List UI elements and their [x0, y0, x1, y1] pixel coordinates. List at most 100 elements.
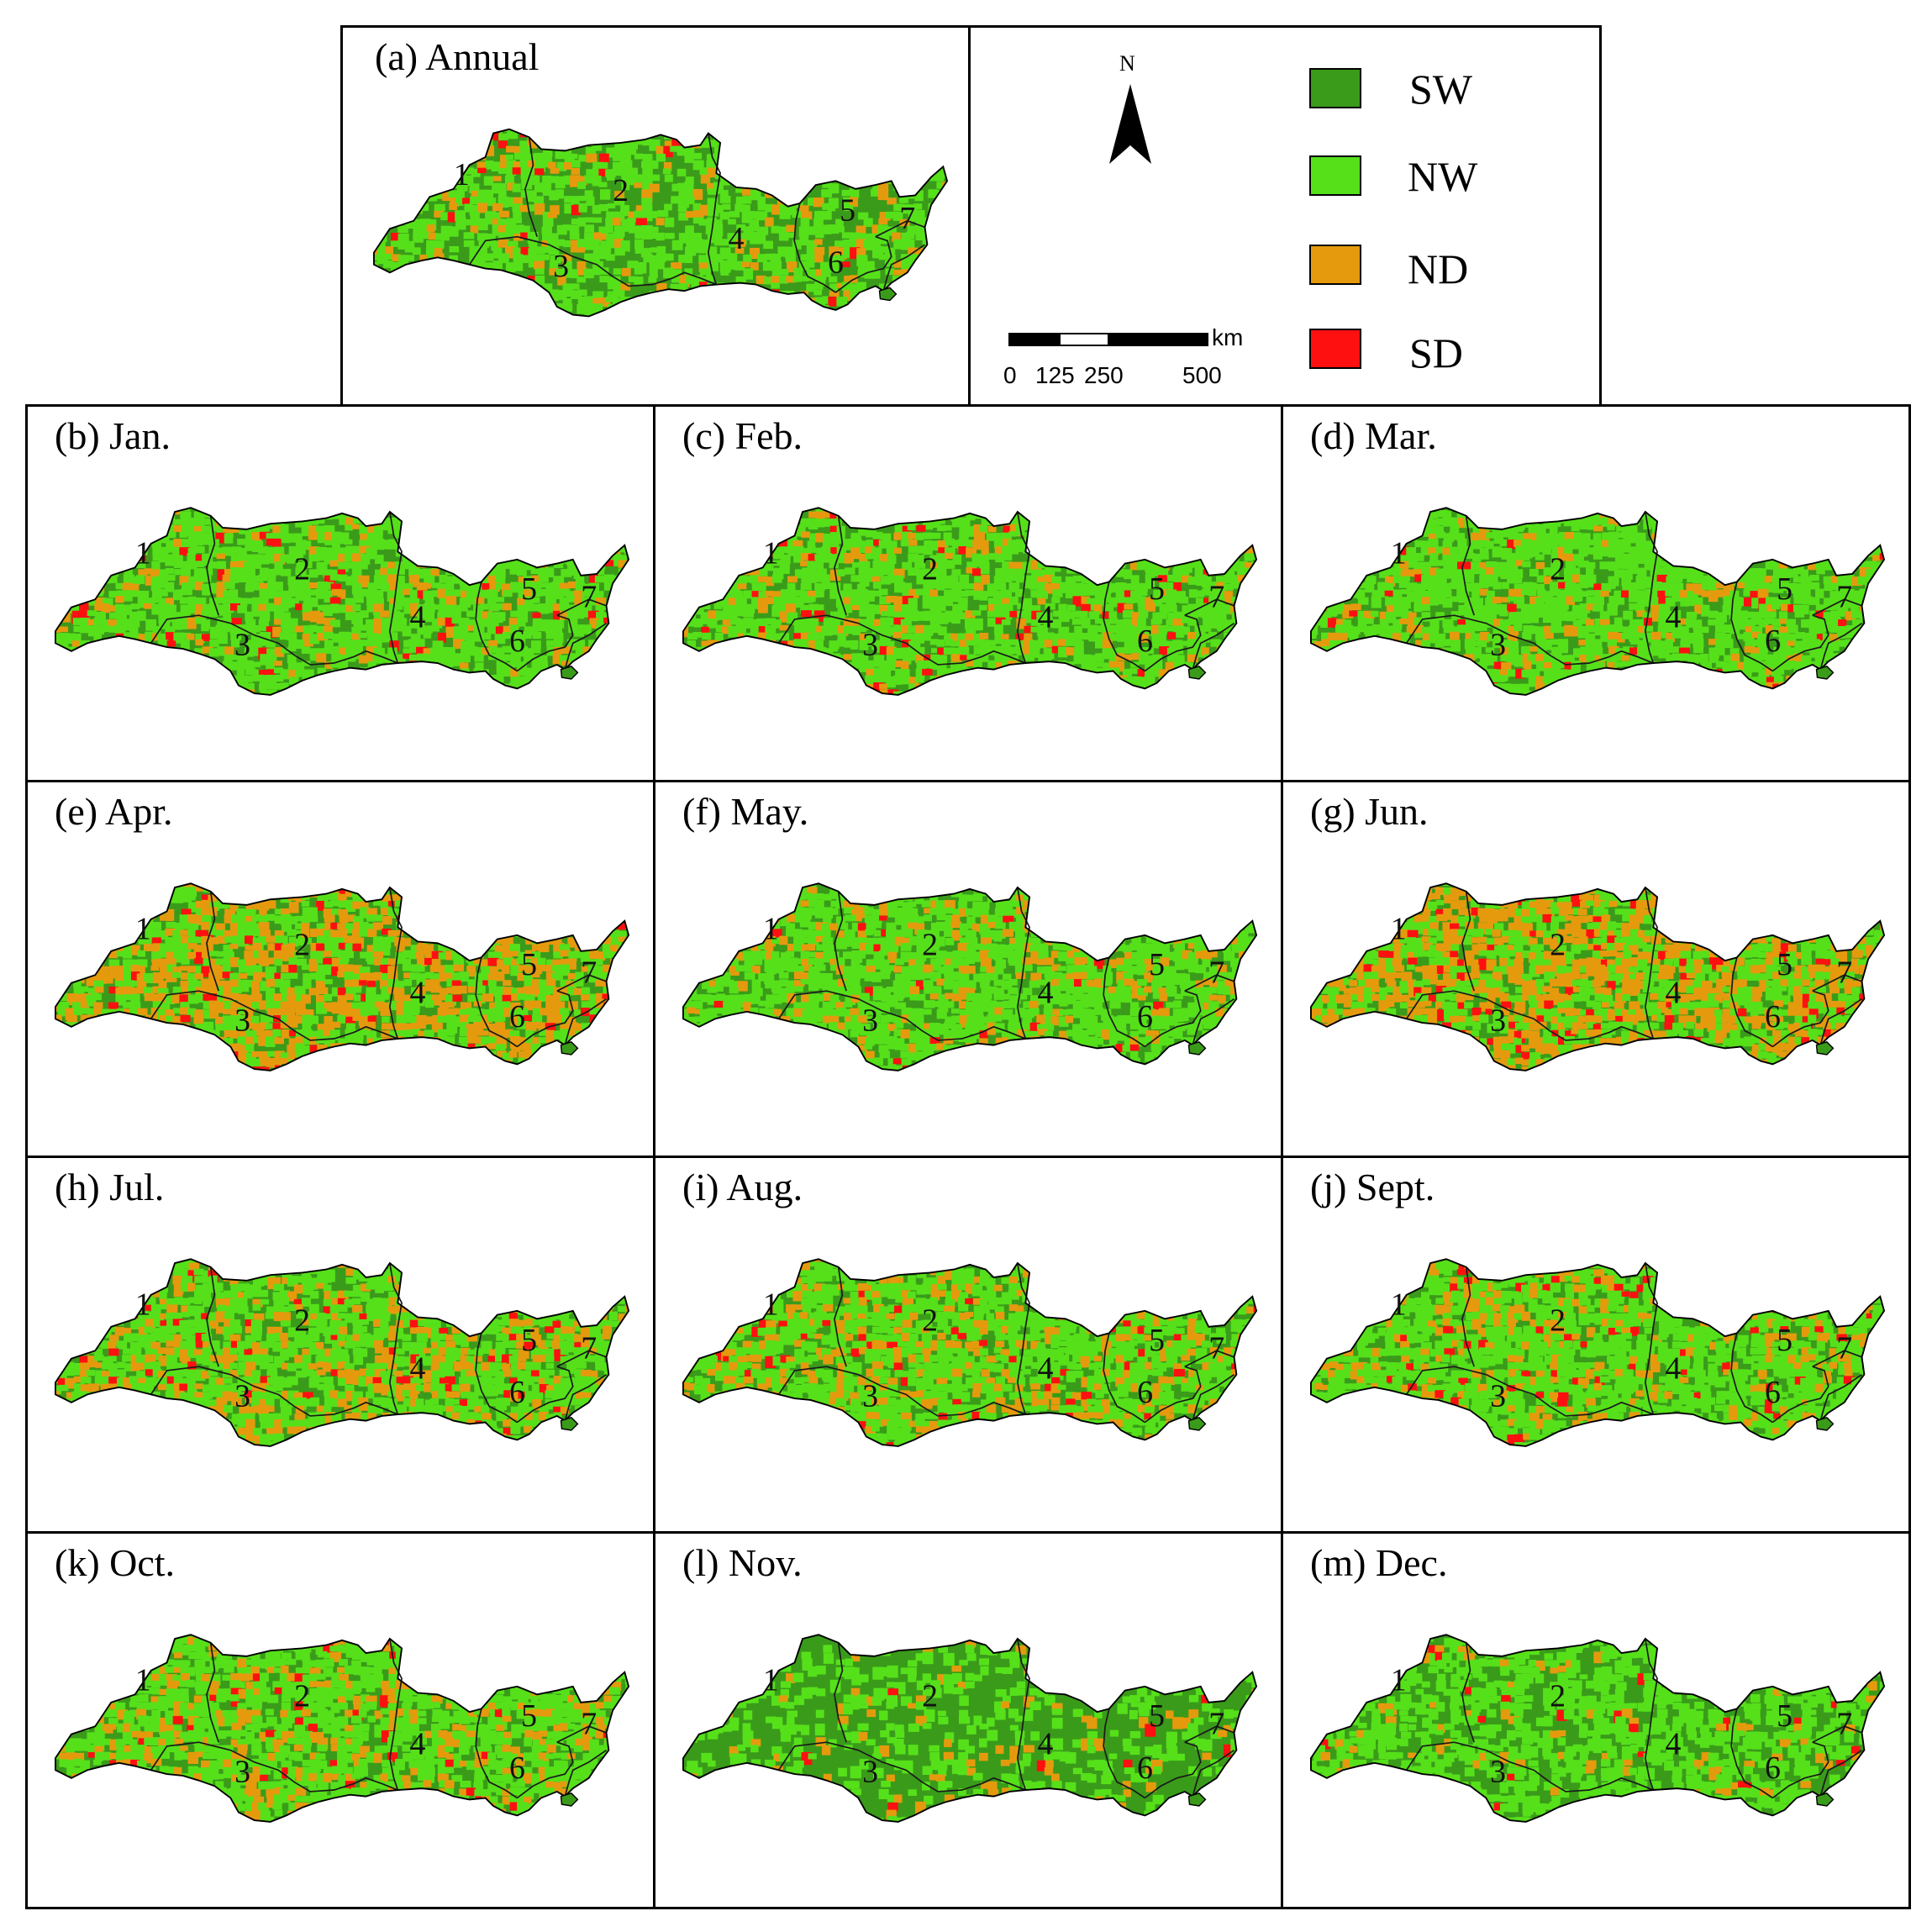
monthly-map-grid: (b) Jan. 1 2 3 4 5 6 7 (c) Feb. 1 2 3 4 5 6 7 (d) Mar. 1 2… [25, 404, 1916, 1917]
monthly-panel-title: (m) Dec. [1310, 1544, 1447, 1582]
north-arrow-letter: N [1119, 53, 1135, 75]
region-label-5: 5 [1777, 571, 1792, 607]
region-label-1: 1 [135, 1663, 151, 1698]
monthly-basin-svg: 1 2 3 4 5 6 7 [682, 1634, 1258, 1823]
region-label-4: 4 [410, 975, 426, 1010]
monthly-basin-svg: 1 2 3 4 5 6 7 [682, 1258, 1258, 1447]
region-label-3: 3 [862, 628, 878, 663]
region-label-4: 4 [1666, 599, 1682, 634]
region-label-3: 3 [234, 628, 250, 663]
monthly-basin-map: 1 2 3 4 5 6 7 [1295, 851, 1900, 1095]
region-label-5: 5 [1149, 947, 1165, 982]
monthly-basin-svg: 1 2 3 4 5 6 7 [682, 507, 1258, 696]
region-label-1: 1 [1391, 912, 1407, 947]
monthly-basin-map: 1 2 3 4 5 6 7 [667, 1603, 1272, 1846]
monthly-map-panel: (j) Sept. 1 2 3 4 5 6 7 [1281, 1156, 1911, 1534]
monthly-basin-svg: 1 2 3 4 5 6 7 [55, 1258, 630, 1447]
region-label-6: 6 [1765, 624, 1781, 659]
region-label-5: 5 [1149, 1698, 1165, 1734]
region-label-5: 5 [1149, 571, 1165, 607]
monthly-basin-svg: 1 2 3 4 5 6 7 [1310, 882, 1886, 1071]
north-arrow: N [1101, 53, 1160, 187]
region-label-2: 2 [294, 928, 310, 963]
monthly-basin-map: 1 2 3 4 5 6 7 [667, 851, 1272, 1095]
region-label-1: 1 [1391, 536, 1407, 571]
monthly-basin-svg: 1 2 3 4 5 6 7 [682, 882, 1258, 1071]
region-label-2: 2 [613, 173, 629, 208]
region-label-7: 7 [581, 1707, 597, 1742]
monthly-basin-map: 1 2 3 4 5 6 7 [39, 1603, 645, 1846]
monthly-panel-title: (g) Jun. [1310, 792, 1429, 831]
legend-label-sd: SD [1409, 332, 1463, 374]
region-label-4: 4 [1666, 975, 1682, 1010]
region-label-6: 6 [828, 245, 844, 280]
scale-tick-125: 125 [1035, 364, 1075, 387]
region-label-5: 5 [840, 193, 855, 229]
monthly-basin-svg: 1 2 3 4 5 6 7 [1310, 507, 1886, 696]
legend-swatch-sw [1309, 68, 1361, 108]
region-label-3: 3 [234, 1003, 250, 1039]
monthly-map-panel: (l) Nov. 1 2 3 4 5 6 7 [653, 1531, 1283, 1909]
region-label-3: 3 [862, 1755, 878, 1790]
legend-label-nw: NW [1408, 155, 1477, 197]
region-label-1: 1 [454, 157, 470, 192]
annual-basin-map: 1 2 3 4 5 6 7 [358, 95, 963, 343]
monthly-basin-map: 1 2 3 4 5 6 7 [39, 1227, 645, 1471]
monthly-map-panel: (g) Jun. 1 2 3 4 5 6 7 [1281, 780, 1911, 1158]
region-label-2: 2 [922, 1679, 938, 1714]
region-label-2: 2 [922, 928, 938, 963]
monthly-map-panel: (m) Dec. 1 2 3 4 5 6 7 [1281, 1531, 1911, 1909]
region-label-3: 3 [1490, 1379, 1506, 1414]
region-label-3: 3 [862, 1379, 878, 1414]
region-label-4: 4 [1038, 975, 1054, 1010]
monthly-map-panel: (c) Feb. 1 2 3 4 5 6 7 [653, 404, 1283, 782]
monthly-basin-map: 1 2 3 4 5 6 7 [667, 476, 1272, 719]
region-label-2: 2 [1550, 928, 1566, 963]
legend-panel: N km 0 125 250 500 SW NW ND SD [968, 25, 1602, 408]
region-label-7: 7 [581, 955, 597, 991]
region-label-1: 1 [135, 1287, 151, 1323]
legend-label-nd: ND [1408, 248, 1468, 290]
monthly-basin-map: 1 2 3 4 5 6 7 [39, 476, 645, 719]
monthly-panel-title: (j) Sept. [1310, 1168, 1435, 1207]
legend-swatch-nd [1309, 245, 1361, 285]
monthly-map-panel: (b) Jan. 1 2 3 4 5 6 7 [25, 404, 655, 782]
monthly-basin-svg: 1 2 3 4 5 6 7 [1310, 1258, 1886, 1447]
legend-swatch-sd [1309, 329, 1361, 369]
region-label-6: 6 [1765, 1750, 1781, 1786]
monthly-map-panel: (i) Aug. 1 2 3 4 5 6 7 [653, 1156, 1283, 1534]
region-label-2: 2 [294, 1679, 310, 1714]
region-label-2: 2 [294, 1303, 310, 1339]
region-label-7: 7 [581, 1331, 597, 1366]
region-label-1: 1 [763, 1287, 779, 1323]
monthly-map-panel: (e) Apr. 1 2 3 4 5 6 7 [25, 780, 655, 1158]
region-label-3: 3 [1490, 628, 1506, 663]
region-label-7: 7 [1208, 1707, 1224, 1742]
legend-swatch-nw [1309, 155, 1361, 196]
region-label-4: 4 [1666, 1350, 1682, 1386]
region-label-2: 2 [1550, 1303, 1566, 1339]
region-label-6: 6 [509, 624, 525, 659]
region-label-3: 3 [234, 1755, 250, 1790]
region-label-4: 4 [410, 1350, 426, 1386]
monthly-basin-svg: 1 2 3 4 5 6 7 [55, 882, 630, 1071]
monthly-map-panel: (f) May. 1 2 3 4 5 6 7 [653, 780, 1283, 1158]
monthly-panel-title: (i) Aug. [682, 1168, 803, 1207]
legend-label-sw: SW [1409, 68, 1472, 110]
region-label-2: 2 [1550, 552, 1566, 587]
monthly-basin-map: 1 2 3 4 5 6 7 [39, 851, 645, 1095]
region-label-5: 5 [521, 947, 537, 982]
region-label-1: 1 [1391, 1287, 1407, 1323]
monthly-panel-title: (e) Apr. [55, 792, 173, 831]
region-label-7: 7 [899, 201, 915, 236]
monthly-panel-title: (b) Jan. [55, 417, 171, 455]
region-label-5: 5 [521, 1323, 537, 1358]
monthly-basin-map: 1 2 3 4 5 6 7 [1295, 476, 1900, 719]
annual-basin-svg: 1 2 3 4 5 6 7 [373, 128, 949, 318]
region-label-6: 6 [509, 1375, 525, 1410]
region-label-5: 5 [1149, 1323, 1165, 1358]
region-label-5: 5 [1777, 1323, 1792, 1358]
region-label-6: 6 [509, 999, 525, 1034]
monthly-panel-title: (k) Oct. [55, 1544, 175, 1582]
region-label-6: 6 [1137, 1750, 1153, 1786]
